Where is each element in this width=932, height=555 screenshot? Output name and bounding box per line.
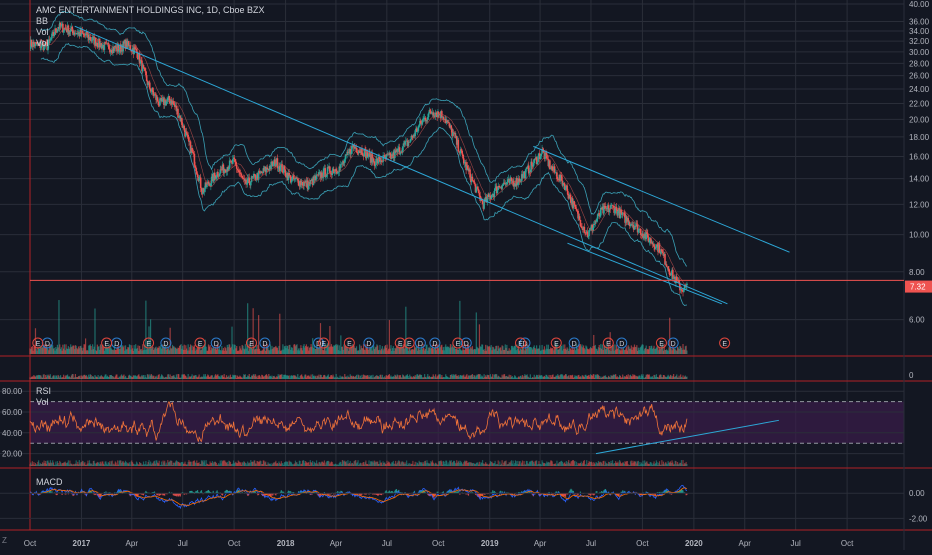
dividend-marker-label-11: D: [572, 341, 577, 348]
earnings-marker-label-4: E: [249, 341, 254, 348]
candle-body: [250, 182, 252, 185]
dividend-marker-label-7: D: [418, 341, 423, 348]
candle-body: [143, 65, 145, 67]
earnings-marker-label-2: E: [146, 341, 151, 348]
dividend-marker-label-4: D: [262, 341, 267, 348]
earnings-marker-label-1: E: [104, 341, 109, 348]
earnings-marker-label-6: E: [347, 341, 352, 348]
earnings-marker-label-8: E: [407, 341, 412, 348]
candle-body: [149, 83, 151, 89]
dividend-marker-label-12: D: [619, 341, 624, 348]
candle-body: [428, 113, 430, 117]
earnings-marker-label-11: E: [554, 341, 559, 348]
candle-body: [247, 178, 249, 183]
candle-body: [448, 122, 450, 123]
earnings-marker-label-3: E: [198, 341, 203, 348]
rsi-band-fill: [30, 402, 904, 444]
dividend-marker-label-3: D: [214, 341, 219, 348]
candle-body: [507, 179, 509, 182]
candle-body: [581, 226, 583, 228]
candle-body: [476, 187, 478, 192]
volume-bar: [258, 315, 259, 354]
candle-body: [373, 158, 375, 161]
earnings-marker-label-0: E: [36, 341, 41, 348]
candle-body: [579, 216, 581, 220]
earnings-marker-label-12: E: [606, 341, 611, 348]
candle-body: [200, 178, 202, 189]
candle-body: [482, 201, 484, 204]
candle-body: [340, 164, 342, 168]
dividend-marker-label-2: D: [163, 341, 168, 348]
volume-bar: [94, 308, 95, 354]
candle-body: [277, 158, 279, 168]
volume-bar: [279, 314, 280, 354]
earnings-marker-label-7: E: [398, 341, 403, 348]
candle-body: [236, 165, 238, 169]
dividend-marker-label-13: D: [671, 341, 676, 348]
volume-bar-pane: [686, 377, 687, 379]
candle-body: [457, 140, 459, 152]
dividend-marker-label-0: D: [45, 341, 50, 348]
earnings-marker-label-10: E: [518, 341, 523, 348]
candle-body: [497, 190, 499, 193]
earnings-marker-label-5: E: [321, 341, 326, 348]
volume-bar-rsi-pane: [686, 464, 687, 466]
candle-body: [219, 169, 221, 173]
candle-body: [686, 284, 688, 286]
candle-body: [494, 191, 496, 197]
dividend-marker-label-6: D: [366, 341, 371, 348]
candle-body: [537, 156, 539, 162]
earnings-marker-label-9: E: [456, 341, 461, 348]
earnings-marker-label-14: E: [722, 341, 727, 348]
dividend-marker-label-8: D: [432, 341, 437, 348]
candle-body: [491, 195, 493, 198]
candle-body: [494, 188, 496, 191]
candle-body: [584, 227, 586, 232]
dividend-marker-label-9: D: [464, 341, 469, 348]
candle-body: [217, 172, 219, 176]
candle-body: [549, 160, 551, 169]
candle-body: [261, 172, 263, 173]
dividend-marker-label-1: D: [114, 341, 119, 348]
earnings-marker-label-13: E: [659, 341, 664, 348]
volume-bar: [686, 351, 687, 354]
